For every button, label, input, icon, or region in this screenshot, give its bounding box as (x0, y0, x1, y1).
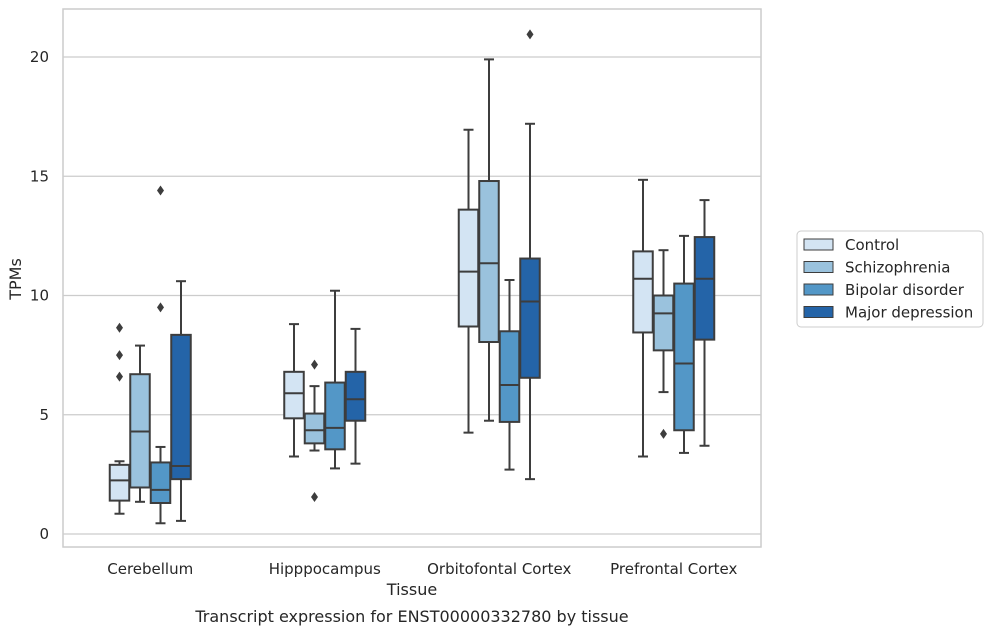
iqr-box (457, 208, 480, 328)
boxes (108, 29, 716, 525)
box-schizophrenia (652, 249, 675, 439)
outlier-point (157, 185, 164, 196)
outlier-point (660, 428, 667, 439)
box-control (632, 178, 654, 458)
iqr-box (283, 370, 305, 420)
iqr-box (303, 412, 326, 445)
y-tick-label: 15 (30, 167, 49, 185)
box-bipolar-disorder (498, 278, 521, 471)
legend-swatch (803, 261, 834, 273)
y-tick-label: 5 (39, 406, 49, 424)
outlier-point (311, 359, 318, 370)
x-tick-label: Prefrontal Cortex (610, 560, 737, 578)
box-schizophrenia (303, 359, 326, 503)
box-bipolar-disorder (673, 234, 695, 454)
box-major-depression (170, 280, 192, 522)
iqr-box (149, 461, 172, 504)
box-control (108, 322, 131, 515)
x-tick-label: Hipppocampus (269, 560, 381, 578)
chart-caption: Transcript expression for ENST0000033278… (194, 607, 628, 626)
iqr-box (632, 250, 654, 334)
x-axis-title: Tissue (386, 580, 437, 599)
x-tick-label: Orbitofontal Cortex (427, 560, 571, 578)
legend: Control Schizophrenia Bipolar disorder Majo… (796, 230, 984, 328)
outlier-point (116, 350, 123, 361)
legend-label: Major depression (845, 304, 973, 322)
box-control (283, 323, 305, 458)
y-tick-label: 10 (30, 287, 49, 305)
outlier-point (311, 492, 318, 503)
box-major-depression (519, 29, 541, 481)
box-bipolar-disorder (149, 185, 172, 525)
iqr-box (324, 381, 346, 451)
legend-label: Control (845, 236, 899, 254)
outlier-point (116, 371, 123, 382)
y-tick-label: 20 (30, 48, 49, 66)
iqr-box (478, 180, 500, 344)
iqr-box (519, 257, 541, 379)
y-tick-label: 0 (39, 525, 49, 543)
iqr-box (108, 463, 131, 502)
y-tick-labels: 0 5 10 15 20 (30, 48, 49, 543)
legend-swatch (803, 283, 834, 296)
iqr-box (652, 294, 675, 352)
box-control (457, 128, 480, 434)
legend-label: Schizophrenia (845, 259, 950, 277)
outlier-point (116, 322, 123, 333)
legend-swatch (803, 306, 834, 318)
outlier-point (157, 302, 164, 313)
box-major-depression (344, 327, 367, 465)
iqr-box (498, 330, 521, 423)
box-major-depression (693, 199, 716, 447)
x-tick-label: Cerebellum (107, 560, 193, 578)
iqr-box (673, 282, 695, 432)
legend-frame (796, 230, 984, 328)
iqr-box (344, 370, 367, 422)
box-schizophrenia (478, 58, 500, 422)
y-axis-title: TPMs (6, 258, 25, 301)
box-schizophrenia (129, 344, 151, 503)
legend-swatch (803, 238, 834, 251)
legend-label: Bipolar disorder (845, 281, 965, 299)
box-bipolar-disorder (324, 289, 346, 470)
plot-frame (62, 8, 762, 548)
outlier-point (526, 29, 534, 40)
x-tick-labels: Cerebellum Hipppocampus Orbitofontal Corte… (107, 560, 737, 578)
iqr-box (170, 333, 192, 481)
iqr-box (693, 236, 716, 341)
